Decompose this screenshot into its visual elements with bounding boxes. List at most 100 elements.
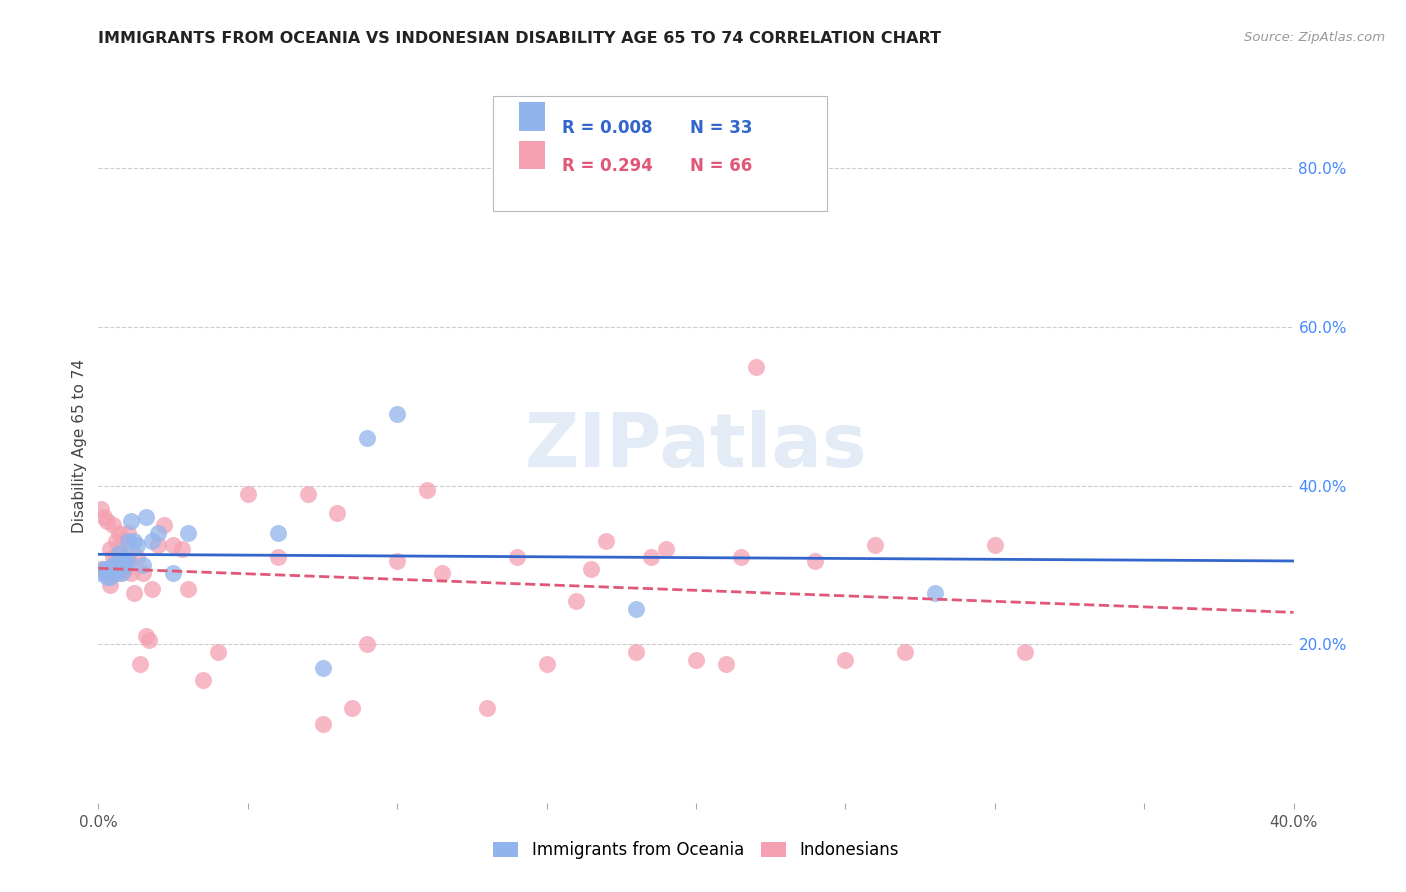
- Point: [114, 562, 136, 576]
- Point: [148, 526, 170, 541]
- Point: [100, 570, 122, 584]
- Point: [90, 566, 112, 580]
- Point: [236, 486, 259, 500]
- Text: ZIPatlas: ZIPatlas: [524, 409, 868, 483]
- FancyBboxPatch shape: [519, 141, 546, 169]
- Text: IMMIGRANTS FROM OCEANIA VS INDONESIAN DISABILITY AGE 65 TO 74 CORRELATION CHART: IMMIGRANTS FROM OCEANIA VS INDONESIAN DI…: [98, 31, 942, 46]
- Point: [105, 562, 128, 576]
- Point: [356, 431, 378, 445]
- Point: [536, 657, 558, 671]
- Point: [117, 549, 139, 564]
- Point: [626, 645, 648, 659]
- Point: [127, 538, 149, 552]
- Point: [127, 549, 149, 564]
- Point: [804, 554, 827, 568]
- Point: [177, 582, 200, 596]
- Legend: Immigrants from Oceania, Indonesians: Immigrants from Oceania, Indonesians: [486, 835, 905, 866]
- Text: N = 33: N = 33: [690, 120, 752, 137]
- Point: [595, 534, 617, 549]
- Point: [342, 700, 364, 714]
- FancyBboxPatch shape: [519, 102, 546, 130]
- Point: [108, 549, 131, 564]
- Point: [714, 657, 737, 671]
- Point: [114, 549, 136, 564]
- Point: [924, 585, 946, 599]
- Y-axis label: Disability Age 65 to 74: Disability Age 65 to 74: [72, 359, 87, 533]
- Point: [385, 554, 409, 568]
- Point: [111, 562, 134, 576]
- Point: [141, 534, 163, 549]
- Point: [834, 653, 856, 667]
- Point: [297, 486, 319, 500]
- Point: [626, 601, 648, 615]
- Point: [105, 534, 128, 549]
- Point: [640, 549, 662, 564]
- Point: [685, 653, 707, 667]
- Point: [105, 558, 128, 572]
- Point: [90, 562, 112, 576]
- Point: [311, 661, 333, 675]
- FancyBboxPatch shape: [494, 96, 828, 211]
- Point: [117, 526, 139, 541]
- Point: [141, 582, 163, 596]
- Point: [124, 534, 146, 549]
- Point: [120, 566, 142, 580]
- Point: [124, 585, 146, 599]
- Point: [984, 538, 1007, 552]
- Point: [1014, 645, 1036, 659]
- Point: [96, 562, 118, 576]
- Point: [416, 483, 439, 497]
- Point: [745, 359, 768, 374]
- Point: [311, 716, 333, 731]
- Point: [93, 562, 115, 576]
- Point: [93, 510, 115, 524]
- Point: [114, 562, 136, 576]
- Point: [114, 558, 136, 572]
- Point: [96, 566, 118, 580]
- Point: [162, 538, 184, 552]
- Point: [129, 657, 152, 671]
- Point: [148, 538, 170, 552]
- Point: [108, 566, 131, 580]
- Point: [90, 502, 112, 516]
- Point: [96, 570, 118, 584]
- Point: [138, 633, 160, 648]
- Point: [326, 507, 349, 521]
- Point: [103, 562, 125, 576]
- Point: [108, 562, 131, 576]
- Point: [103, 558, 125, 572]
- Point: [111, 534, 134, 549]
- Point: [475, 700, 498, 714]
- Point: [100, 578, 122, 592]
- Point: [172, 542, 194, 557]
- Point: [111, 554, 134, 568]
- Point: [93, 562, 115, 576]
- Point: [177, 526, 200, 541]
- Point: [385, 407, 409, 421]
- Point: [267, 526, 290, 541]
- Point: [132, 558, 155, 572]
- Point: [207, 645, 229, 659]
- Point: [430, 566, 453, 580]
- Point: [191, 673, 214, 687]
- Point: [103, 562, 125, 576]
- Point: [120, 514, 142, 528]
- Point: [655, 542, 678, 557]
- Point: [267, 549, 290, 564]
- Point: [100, 562, 122, 576]
- Point: [117, 534, 139, 549]
- Text: R = 0.008: R = 0.008: [562, 120, 652, 137]
- Point: [117, 554, 139, 568]
- Point: [153, 518, 176, 533]
- Point: [581, 562, 603, 576]
- Point: [135, 510, 157, 524]
- Point: [105, 566, 128, 580]
- Point: [103, 518, 125, 533]
- Point: [730, 549, 752, 564]
- Point: [132, 566, 155, 580]
- Text: N = 66: N = 66: [690, 157, 752, 175]
- Point: [96, 514, 118, 528]
- Point: [108, 546, 131, 560]
- Point: [135, 629, 157, 643]
- Text: R = 0.294: R = 0.294: [562, 157, 652, 175]
